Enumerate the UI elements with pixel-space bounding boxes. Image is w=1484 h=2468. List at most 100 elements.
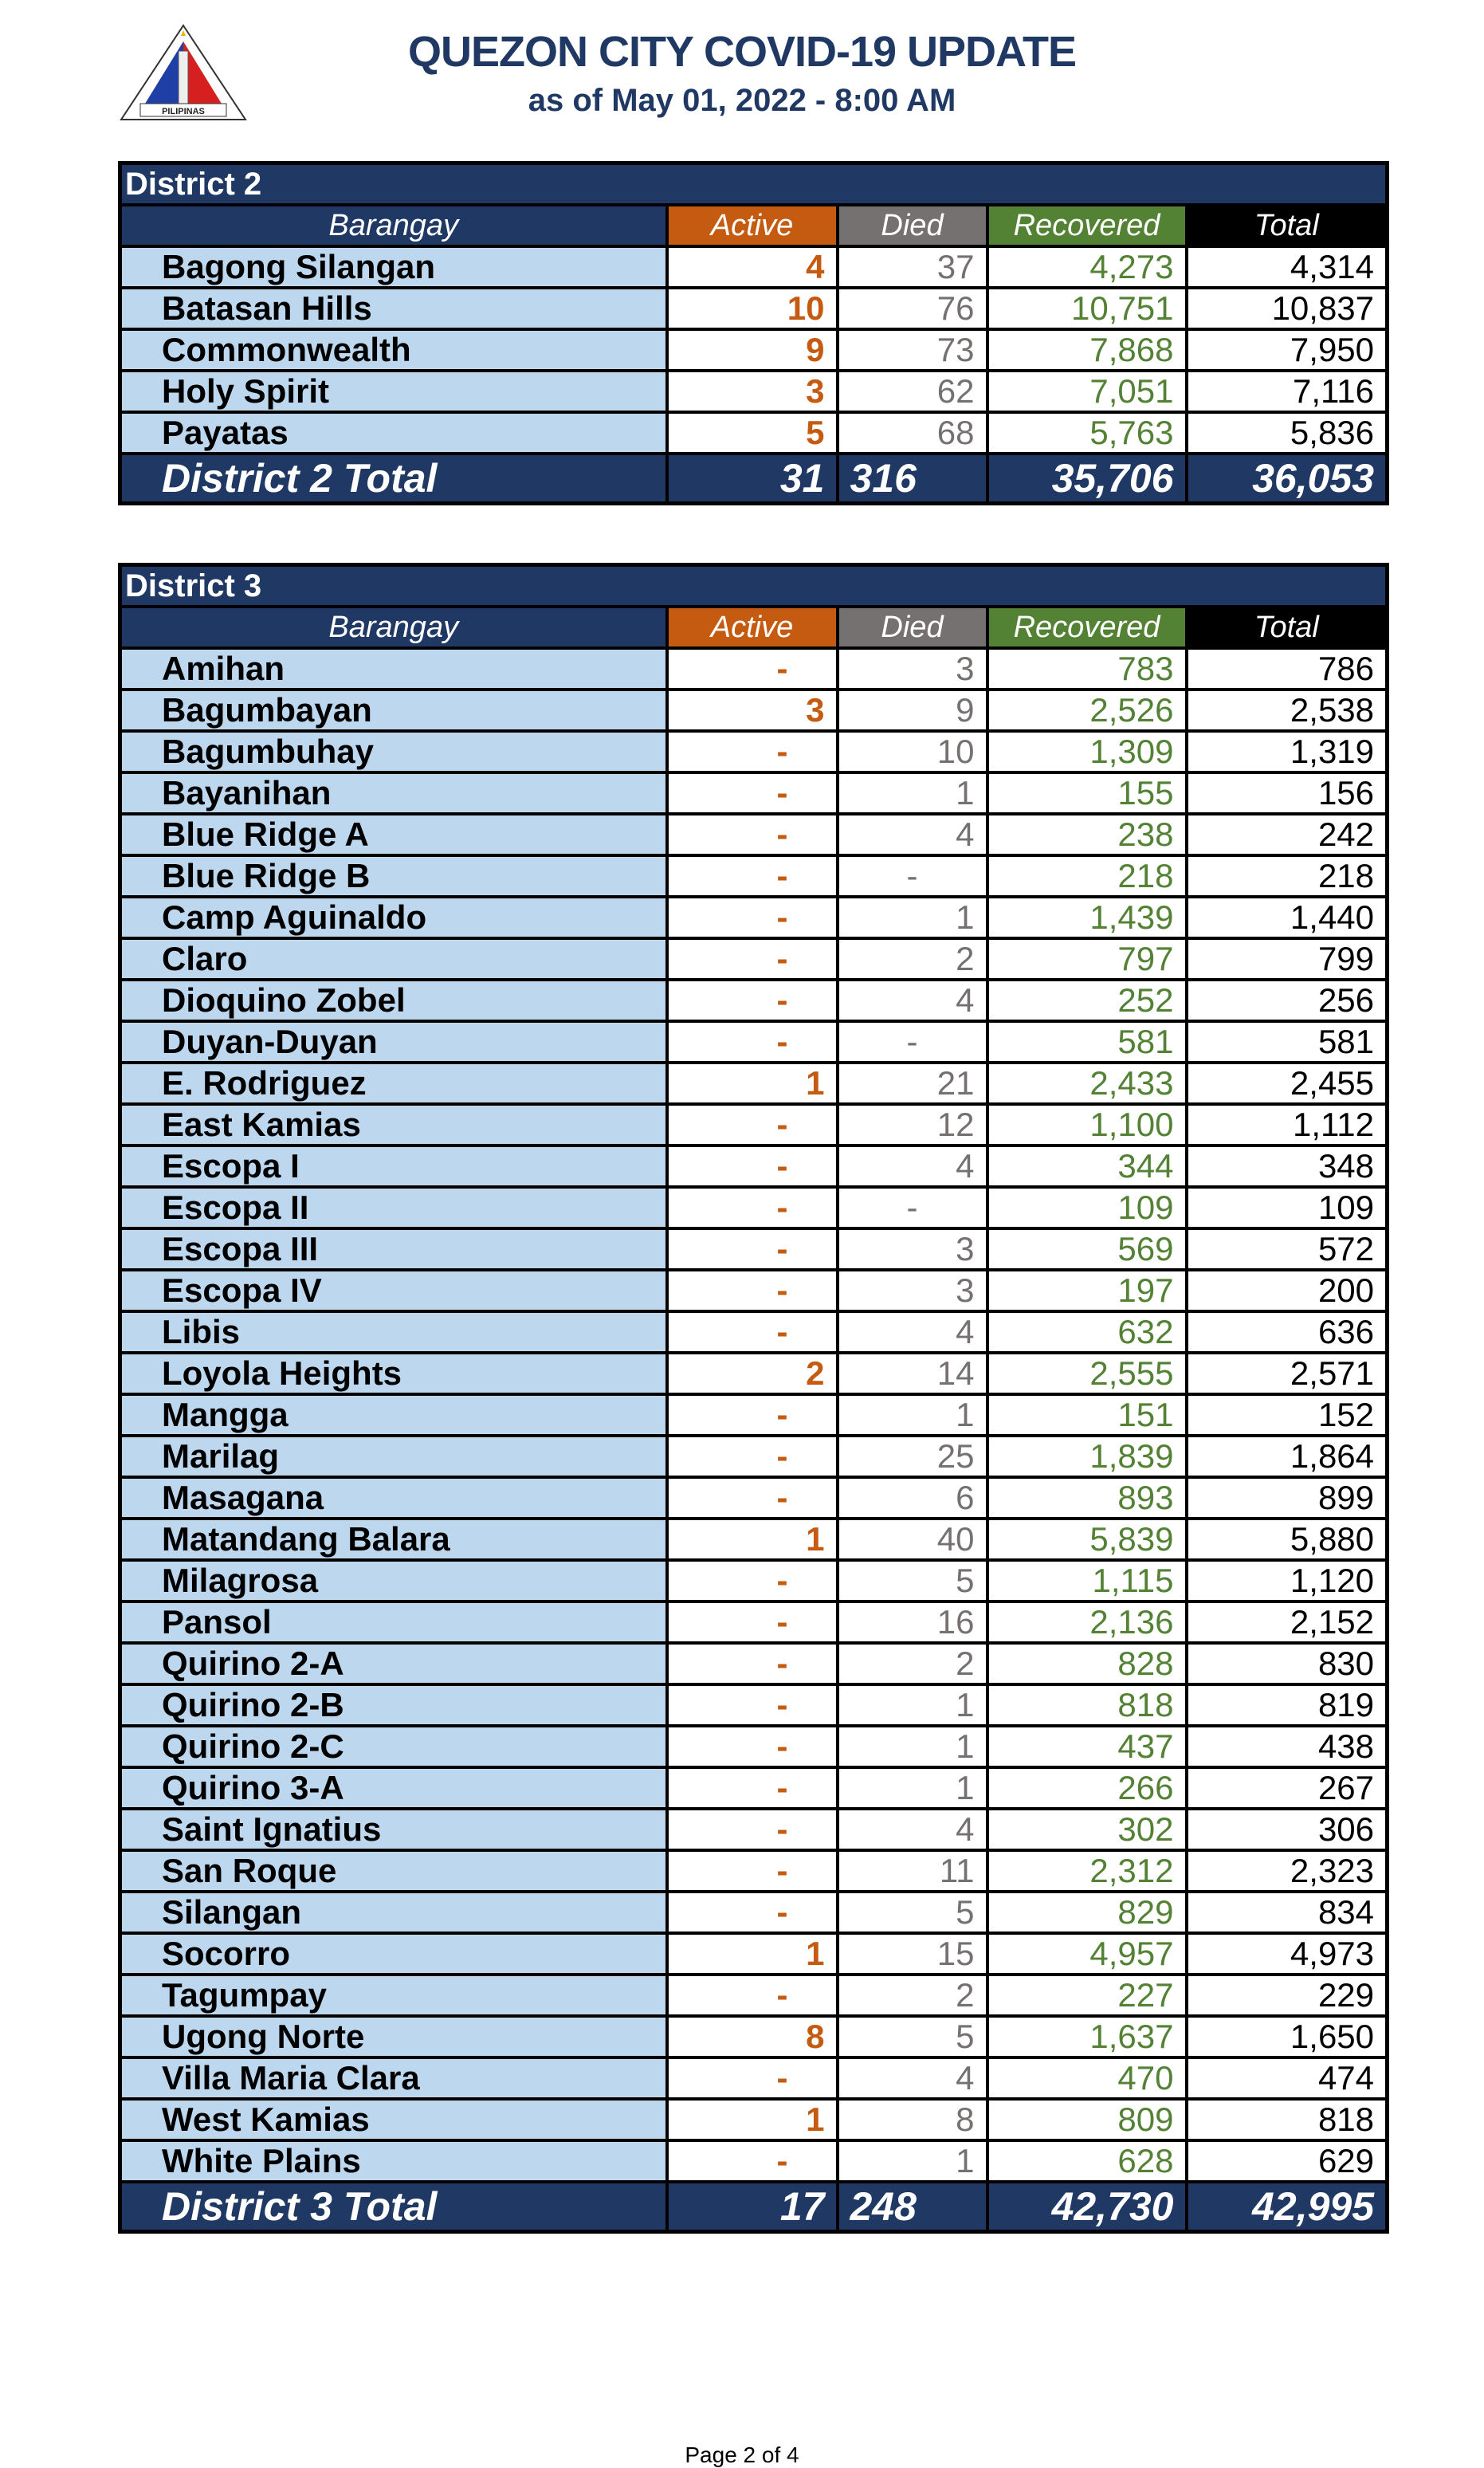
barangay-name: Silangan <box>118 1890 669 1935</box>
died-count: - <box>835 1020 989 1064</box>
total-count: 4,314 <box>1184 245 1389 289</box>
recovered-count: 238 <box>985 812 1188 857</box>
active-count: 4 <box>665 245 839 289</box>
recovered-count: 809 <box>985 2097 1188 2142</box>
died-count: 2 <box>835 1973 989 2018</box>
table-row: Pansol -16 2,136 2,152 <box>118 1600 1389 1645</box>
district-table: District 3 Barangay Active Died Recovered Tot… <box>118 563 1390 2234</box>
died-count: 16 <box>835 1600 989 1645</box>
table-row: Payatas 5 68 5,763 5,836 <box>118 411 1389 455</box>
died-count: 8 <box>835 2097 989 2142</box>
barangay-name: Mangga <box>118 1393 669 1437</box>
died-count: 25 <box>835 1434 989 1479</box>
table-row: Libis -4 632 636 <box>118 1310 1389 1354</box>
barangay-name: Blue Ridge B <box>118 854 669 898</box>
page-subtitle: as of May 01, 2022 - 8:00 AM <box>528 83 956 118</box>
total-active: 17 <box>665 2180 839 2234</box>
total-count: 830 <box>1184 1641 1389 1686</box>
active-count: - <box>665 1310 839 1354</box>
recovered-count: 252 <box>985 978 1188 1023</box>
table-row: Quirino 2-C -1 437 438 <box>118 1724 1389 1769</box>
barangay-name: Quirino 2-B <box>118 1683 669 1727</box>
active-count: - <box>665 937 839 981</box>
barangay-name: Saint Ignatius <box>118 1807 669 1852</box>
died-count: 4 <box>835 978 989 1023</box>
recovered-count: 302 <box>985 1807 1188 1852</box>
total-count: 1,440 <box>1184 895 1389 940</box>
district-total-row: District 2 Total 31 316 35,706 36,053 <box>118 452 1389 505</box>
active-count: 5 <box>665 411 839 455</box>
recovered-count: 2,433 <box>985 1061 1188 1106</box>
died-count: 3 <box>835 1268 989 1313</box>
active-count: 1 <box>665 1061 839 1106</box>
recovered-count: 2,136 <box>985 1600 1188 1645</box>
died-count: 1 <box>835 1393 989 1437</box>
active-count: - <box>665 1476 839 1520</box>
recovered-count: 1,100 <box>985 1102 1188 1147</box>
recovered-count: 4,273 <box>985 245 1188 289</box>
total-recovered: 42,730 <box>985 2180 1188 2234</box>
header-total: Total <box>1184 605 1389 650</box>
died-count: 40 <box>835 1517 989 1562</box>
recovered-count: 344 <box>985 1144 1188 1189</box>
total-count: 2,455 <box>1184 1061 1389 1106</box>
recovered-count: 5,763 <box>985 411 1188 455</box>
active-count: - <box>665 812 839 857</box>
total-count: 786 <box>1184 646 1389 691</box>
barangay-name: Dioquino Zobel <box>118 978 669 1023</box>
active-count: - <box>665 1020 839 1064</box>
active-count: - <box>665 729 839 774</box>
header-recovered: Recovered <box>985 203 1188 248</box>
total-count: 200 <box>1184 1268 1389 1313</box>
barangay-name: Tagumpay <box>118 1973 669 2018</box>
table-row: E. Rodriguez 1 21 2,433 2,455 <box>118 1061 1389 1106</box>
died-count: 4 <box>835 812 989 857</box>
recovered-count: 1,115 <box>985 1558 1188 1603</box>
active-count: - <box>665 1558 839 1603</box>
total-count: 581 <box>1184 1020 1389 1064</box>
barangay-name: Duyan-Duyan <box>118 1020 669 1064</box>
total-count: 2,323 <box>1184 1849 1389 1893</box>
total-died: 316 <box>835 452 989 505</box>
barangay-name: Escopa III <box>118 1227 669 1271</box>
died-count: 5 <box>835 1558 989 1603</box>
died-count: 14 <box>835 1351 989 1396</box>
table-row: Loyola Heights 2 14 2,555 2,571 <box>118 1351 1389 1396</box>
total-count: 242 <box>1184 812 1389 857</box>
active-count: - <box>665 1890 839 1935</box>
recovered-count: 266 <box>985 1766 1188 1810</box>
recovered-count: 155 <box>985 771 1188 815</box>
total-count: 818 <box>1184 2097 1389 2142</box>
died-count: 1 <box>835 771 989 815</box>
total-count: 4,973 <box>1184 1932 1389 1976</box>
barangay-name: Marilag <box>118 1434 669 1479</box>
total-count: 438 <box>1184 1724 1389 1769</box>
table-row: Escopa IV -3 197 200 <box>118 1268 1389 1313</box>
recovered-count: 5,839 <box>985 1517 1188 1562</box>
total-count: 636 <box>1184 1310 1389 1354</box>
recovered-count: 818 <box>985 1683 1188 1727</box>
active-count: - <box>665 1600 839 1645</box>
table-row: Bagong Silangan 4 37 4,273 4,314 <box>118 245 1389 289</box>
total-count: 819 <box>1184 1683 1389 1727</box>
active-count: - <box>665 1185 839 1230</box>
active-count: 8 <box>665 2014 839 2059</box>
table-row: Commonwealth 9 73 7,868 7,950 <box>118 328 1389 372</box>
recovered-count: 1,637 <box>985 2014 1188 2059</box>
barangay-name: San Roque <box>118 1849 669 1893</box>
died-count: 2 <box>835 1641 989 1686</box>
barangay-name: Bayanihan <box>118 771 669 815</box>
recovered-count: 4,957 <box>985 1932 1188 1976</box>
active-count: - <box>665 1973 839 2018</box>
recovered-count: 632 <box>985 1310 1188 1354</box>
died-count: 37 <box>835 245 989 289</box>
total-count: 1,319 <box>1184 729 1389 774</box>
table-row: Silangan -5 829 834 <box>118 1890 1389 1935</box>
barangay-name: Batasan Hills <box>118 286 669 331</box>
table-row: Milagrosa -5 1,115 1,120 <box>118 1558 1389 1603</box>
total-count: 306 <box>1184 1807 1389 1852</box>
header-active: Active <box>665 203 839 248</box>
died-count: 3 <box>835 646 989 691</box>
recovered-count: 7,051 <box>985 369 1188 414</box>
total-count: 348 <box>1184 1144 1389 1189</box>
